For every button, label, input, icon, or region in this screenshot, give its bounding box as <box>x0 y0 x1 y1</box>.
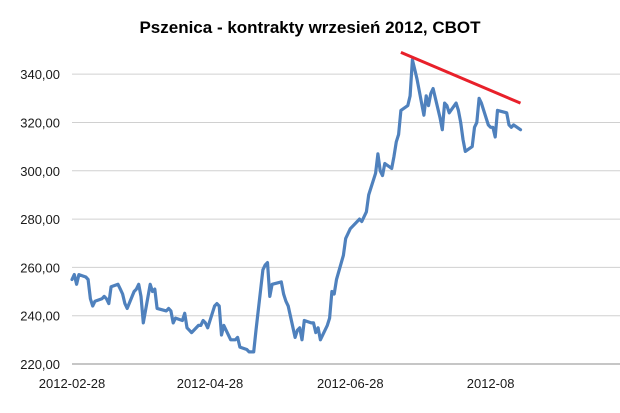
y-tick-label: 240,00 <box>20 309 60 324</box>
y-tick-label: 320,00 <box>20 115 60 130</box>
price-series <box>70 58 523 354</box>
horizontal-gridlines <box>72 73 620 317</box>
y-tick-label: 220,00 <box>20 357 60 372</box>
x-tick-label: 2012-06-28 <box>317 376 384 391</box>
x-tick-label: 2012-04-28 <box>177 376 244 391</box>
x-tick-label: 2012-02-28 <box>39 376 106 391</box>
y-tick-label: 260,00 <box>20 260 60 275</box>
x-axis-tick-labels: 2012-02-28 2012-04-28 2012-06-28 2012-08 <box>39 376 515 391</box>
y-tick-label: 300,00 <box>20 164 60 179</box>
chart-title: Pszenica - kontrakty wrzesień 2012, CBOT <box>139 18 481 37</box>
y-tick-label: 280,00 <box>20 212 60 227</box>
series-line <box>70 58 523 354</box>
trendline-group <box>400 51 522 105</box>
x-tick-label: 2012-08 <box>467 376 515 391</box>
y-tick-label: 340,00 <box>20 67 60 82</box>
trendline <box>400 51 522 105</box>
y-axis-tick-labels: 220,00 240,00 260,00 280,00 300,00 320,00 340,… <box>20 67 60 372</box>
